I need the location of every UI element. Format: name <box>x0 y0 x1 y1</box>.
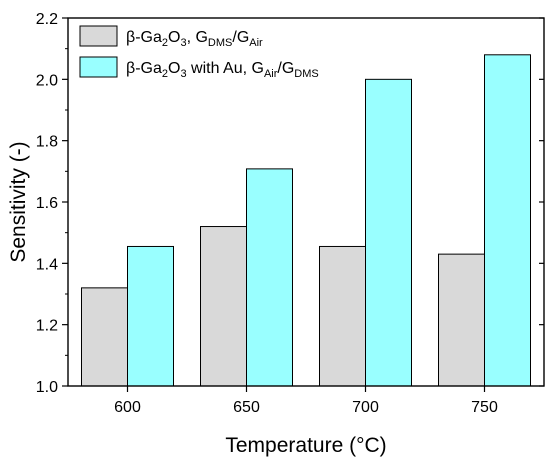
y-tick-label: 1.0 <box>36 379 58 396</box>
x-tick-label: 650 <box>233 399 260 416</box>
legend-label-series1: β-Ga2O3, GDMS/GAir <box>126 29 263 49</box>
x-tick-label: 700 <box>352 399 379 416</box>
bar-series1-750 <box>438 253 485 387</box>
bar-series2-600 <box>127 245 174 387</box>
y-tick-label: 1.4 <box>36 256 58 273</box>
bars-group <box>81 54 531 387</box>
x-axis-title: Temperature (°C) <box>225 434 386 457</box>
legend-label-series2: β-Ga2O3 with Au, GAir/GDMS <box>126 60 319 80</box>
bar-series1-700 <box>319 245 366 387</box>
x-tick-label: 600 <box>114 399 141 416</box>
bar-series1-600 <box>81 287 128 387</box>
bar-series2-750 <box>484 54 531 387</box>
y-tick-label: 1.8 <box>36 134 58 151</box>
bar-series1-650 <box>200 226 247 387</box>
legend-swatch-series1 <box>79 25 118 47</box>
bar-series2-650 <box>246 168 293 387</box>
y-tick-label: 2.2 <box>36 11 58 28</box>
x-tick-label: 750 <box>471 399 498 416</box>
y-tick-label: 1.2 <box>36 318 58 335</box>
y-tick-label: 1.6 <box>36 195 58 212</box>
bar-series2-700 <box>365 78 412 387</box>
legend-swatch-series2 <box>79 56 118 78</box>
y-tick-label: 2.0 <box>36 72 58 89</box>
y-axis-title: Sensitivity (-) <box>7 141 30 262</box>
ticks-group: 600 650 700 750 1.0 1.2 1.4 1.6 1.8 2.0 2.2 <box>36 11 544 416</box>
legend: β-Ga2O3, GDMS/GAir β-Ga2O3 with Au, GAir/… <box>79 25 319 80</box>
